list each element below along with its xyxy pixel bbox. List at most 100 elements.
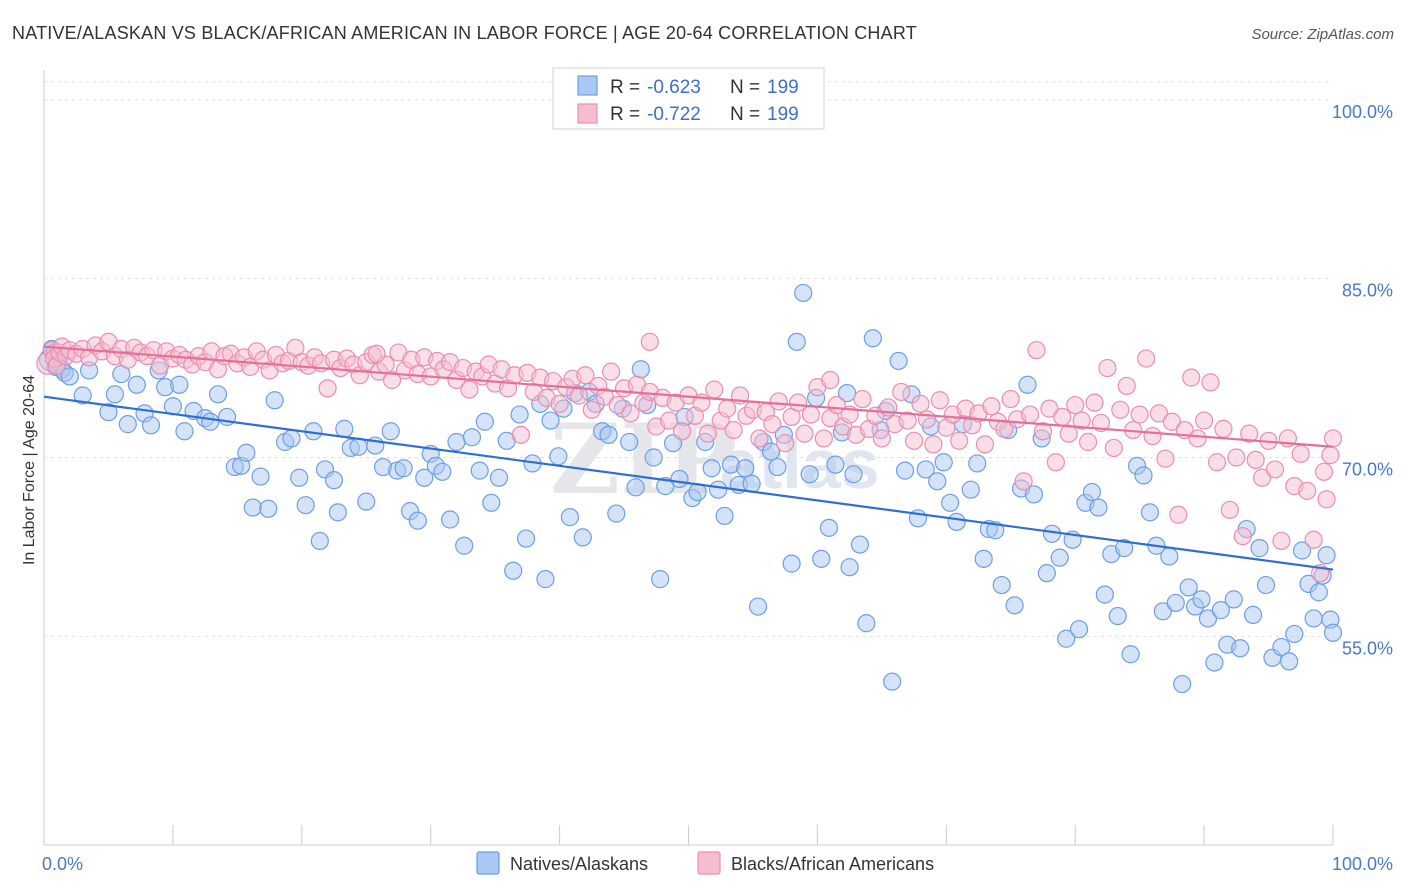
- bottom-legend-swatch-blacks-african-americans: [697, 851, 721, 875]
- point-1-166: [1085, 393, 1104, 412]
- point-0-60: [447, 432, 466, 452]
- point-0-123: [857, 614, 876, 633]
- legend-r-value-0: -0.623: [647, 77, 701, 98]
- legend-n-label-0: N =: [730, 77, 760, 98]
- point-0-62: [462, 428, 482, 447]
- point-0-151: [1037, 564, 1056, 583]
- point-0-25: [201, 412, 220, 431]
- point-0-124: [863, 329, 882, 348]
- legend-n-label-1: N =: [730, 104, 760, 125]
- point-0-153: [1050, 548, 1069, 567]
- point-0-188: [1280, 652, 1299, 671]
- point-0-136: [941, 493, 960, 512]
- point-1-137: [898, 411, 917, 430]
- point-1-195: [1272, 531, 1291, 551]
- point-0-171: [1166, 593, 1185, 613]
- point-0-152: [1042, 524, 1062, 543]
- point-0-14: [118, 415, 137, 434]
- point-0-173: [1179, 578, 1198, 597]
- point-0-66: [489, 468, 509, 487]
- point-0-8: [60, 367, 79, 386]
- point-1-202: [1314, 462, 1334, 481]
- point-1-181: [1182, 368, 1201, 387]
- point-0-108: [761, 442, 781, 461]
- point-0-22: [175, 422, 194, 441]
- point-1-116: [763, 415, 782, 434]
- point-0-58: [433, 462, 452, 481]
- point-1-170: [1111, 400, 1130, 419]
- point-1-167: [1091, 413, 1111, 433]
- point-1-145: [950, 431, 969, 450]
- point-1-100: [660, 411, 679, 430]
- point-1-124: [814, 429, 833, 448]
- point-0-105: [742, 474, 761, 493]
- point-0-148: [1018, 375, 1037, 394]
- point-0-143: [986, 521, 1005, 540]
- point-0-134: [928, 472, 947, 491]
- point-1-156: [1020, 405, 1040, 424]
- chart-source: Source: ZipAtlas.com: [1251, 26, 1394, 43]
- point-1-140: [917, 410, 937, 429]
- point-0-112: [787, 332, 806, 351]
- point-0-140: [968, 454, 987, 473]
- point-0-137: [947, 512, 966, 531]
- y-tick-label-1: 70.0%: [1342, 460, 1393, 480]
- legend-r-value-1: -0.722: [647, 104, 701, 125]
- point-0-198: [840, 558, 859, 577]
- point-0-94: [670, 469, 689, 489]
- point-0-167: [1140, 503, 1160, 522]
- point-1-149: [975, 435, 995, 454]
- point-0-187: [1272, 637, 1291, 657]
- point-0-31: [243, 498, 262, 517]
- point-0-109: [768, 457, 787, 477]
- point-1-179: [1169, 505, 1188, 524]
- watermark-zip: ZIP: [550, 403, 737, 516]
- stats-legend: R = -0.623 N = 199 R = -0.722 N = 199: [552, 67, 825, 130]
- point-1-122: [801, 405, 821, 424]
- point-0-47: [357, 492, 376, 511]
- point-1-102: [672, 422, 692, 441]
- point-1-157: [1027, 341, 1046, 360]
- point-0-185: [1256, 575, 1276, 595]
- point-0-52: [394, 459, 413, 478]
- point-0-69: [510, 405, 529, 424]
- point-0-117: [819, 518, 839, 537]
- point-0-55: [415, 468, 434, 487]
- point-0-73: [536, 570, 555, 589]
- point-0-21: [170, 375, 189, 394]
- point-0-40: [310, 531, 329, 551]
- point-0-197: [1323, 623, 1343, 642]
- point-0-83: [599, 425, 618, 444]
- point-0-84: [607, 504, 626, 523]
- point-0-175: [1192, 590, 1211, 609]
- point-0-12: [105, 385, 124, 404]
- point-0-86: [620, 432, 639, 452]
- point-0-34: [265, 391, 284, 410]
- point-1-192: [1253, 468, 1272, 487]
- point-0-87: [626, 478, 645, 497]
- point-0-116: [812, 549, 831, 568]
- point-1-91: [602, 362, 621, 381]
- point-0-164: [1121, 645, 1140, 664]
- point-0-132: [916, 460, 935, 479]
- point-1-186: [1214, 419, 1233, 438]
- point-0-33: [259, 499, 278, 518]
- point-0-195: [1317, 546, 1336, 565]
- point-1-171: [1117, 376, 1136, 396]
- point-0-59: [440, 510, 460, 529]
- point-1-92: [608, 395, 627, 415]
- point-0-158: [1082, 482, 1102, 502]
- point-0-170: [1160, 547, 1179, 566]
- point-1-203: [1317, 490, 1336, 509]
- point-1-121: [795, 424, 814, 443]
- point-1-173: [1130, 405, 1149, 424]
- point-0-54: [408, 511, 427, 530]
- point-0-104: [736, 459, 755, 478]
- x-ticks: [43, 825, 1334, 845]
- point-1-205: [1323, 429, 1343, 448]
- bottom-legend-swatch-natives-alaskans: [476, 851, 500, 875]
- point-0-122: [850, 535, 870, 554]
- point-0-17: [141, 416, 161, 435]
- point-0-65: [482, 493, 501, 512]
